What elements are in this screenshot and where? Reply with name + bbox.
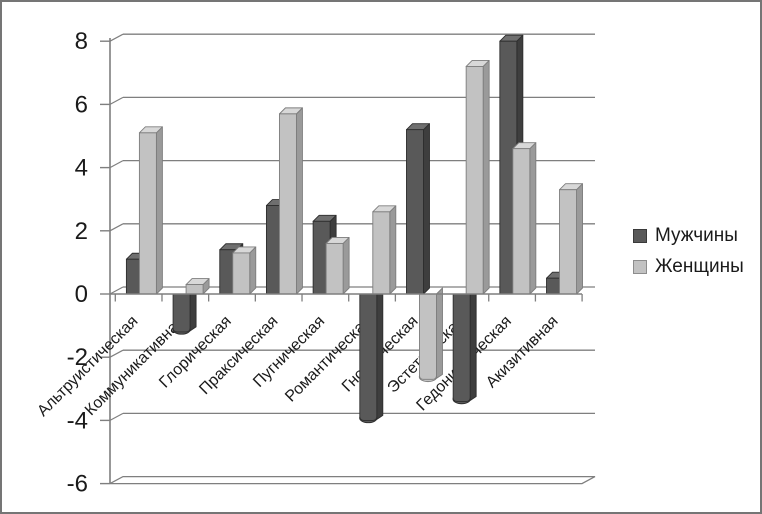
bar-front-face (325, 242, 344, 295)
chart-legend: Мужчины Женщины (633, 225, 744, 277)
bar-side-face (482, 60, 490, 295)
bar-women-8 (512, 142, 537, 295)
bar-front-face (406, 129, 424, 295)
bar-men-1 (172, 287, 197, 335)
bar-front-face (452, 293, 471, 402)
bar-side-face (295, 107, 303, 295)
gridline-connector (109, 349, 124, 358)
bar-front-face (359, 293, 378, 421)
bar-side-face (436, 287, 443, 379)
bar-front-face (419, 293, 437, 380)
gridline-connector (109, 96, 124, 105)
bar-side-face (155, 126, 163, 295)
bar-side-face (389, 205, 397, 295)
gridline-connector (109, 286, 124, 295)
bar-front-face (232, 252, 251, 295)
bar-women-0 (138, 126, 163, 295)
bar-side-face (423, 123, 430, 295)
y-tick-label: -4 (67, 407, 88, 434)
bar-women-5 (372, 205, 397, 295)
bar-women-9 (559, 183, 583, 295)
bar-women-1 (185, 278, 210, 295)
bar-side-face (342, 236, 350, 295)
legend-swatch-women-icon (633, 260, 647, 274)
bar-front-face (559, 189, 577, 295)
bar-front-face (138, 132, 157, 295)
gridline-connector (109, 223, 124, 232)
bar-side-face (529, 142, 537, 295)
gridline-connector (109, 33, 124, 42)
y-tick-label: 6 (75, 91, 88, 118)
y-tick-label: 0 (75, 281, 88, 308)
bar-front-face (512, 148, 531, 295)
legend-label-men: Мужчины (655, 225, 738, 246)
legend-item-men: Мужчины (633, 225, 744, 246)
bar-front-face (278, 113, 297, 295)
y-tick-label: 8 (75, 28, 88, 55)
bar-women-3 (278, 107, 303, 295)
bar-side-face (469, 287, 477, 401)
bar-front-face (372, 211, 391, 295)
bar-front-face (172, 293, 191, 333)
bar-side-face (249, 246, 257, 295)
bar-men-7 (452, 287, 477, 405)
bar-women-4 (325, 236, 350, 295)
bar-men-6 (406, 123, 430, 295)
bar-front-face (465, 66, 484, 295)
bar-women-7 (465, 60, 490, 295)
gridline-connector (109, 160, 124, 169)
legend-swatch-men-icon (633, 229, 647, 243)
bar-women-2 (232, 246, 257, 295)
bar-side-face (576, 183, 583, 295)
bar-front-face (185, 284, 204, 295)
legend-label-women: Женщины (655, 256, 744, 277)
bar-men-5 (359, 287, 384, 424)
bar-side-face (376, 287, 384, 420)
bar-women-6 (418, 287, 443, 383)
chart-floor (109, 475, 596, 485)
y-tick-label: -2 (67, 344, 88, 371)
gridline-connector (109, 412, 124, 421)
y-tick-label: 4 (75, 155, 88, 182)
legend-item-women: Женщины (633, 256, 744, 277)
y-tick-label: 2 (75, 218, 88, 245)
y-tick-label: -6 (67, 471, 88, 498)
